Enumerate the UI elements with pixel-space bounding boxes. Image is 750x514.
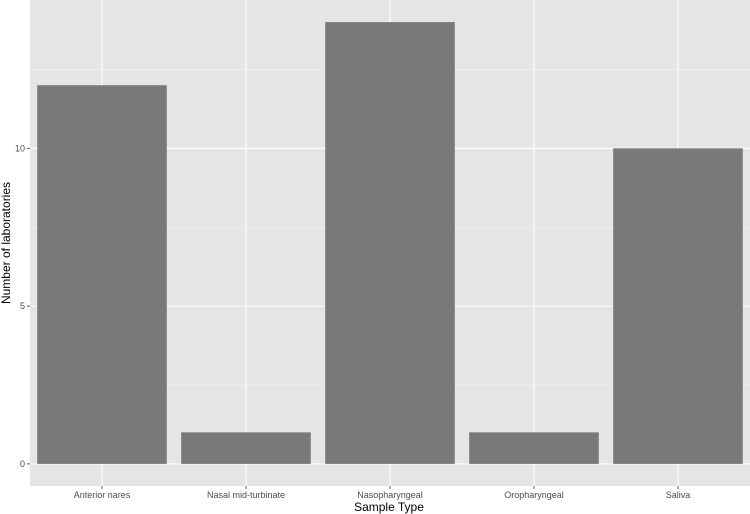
y-tick-label: 0 — [20, 459, 25, 469]
x-tick-label: Oropharyngeal — [504, 490, 564, 500]
bar-oropharyngeal — [469, 432, 599, 464]
x-axis-title: Sample Type — [354, 500, 424, 514]
bars — [37, 22, 743, 464]
x-tick-label: Anterior nares — [74, 490, 131, 500]
bar-nasopharyngeal — [325, 22, 455, 464]
y-tick-label: 5 — [20, 301, 25, 311]
x-tick-label: Saliva — [666, 490, 691, 500]
x-axis: Anterior nares Nasal mid-turbinate Nasopha… — [74, 486, 691, 500]
bar-anterior-nares — [37, 85, 167, 464]
x-tick-label: Nasopharyngeal — [357, 490, 423, 500]
bar-nasal-mid-turbinate — [181, 432, 311, 464]
y-axis-title: Number of laboratories — [0, 182, 13, 304]
y-tick-label: 10 — [15, 143, 25, 153]
y-axis: 0 5 10 — [15, 143, 30, 469]
bar-saliva — [613, 148, 743, 464]
x-tick-label: Nasal mid-turbinate — [207, 490, 285, 500]
